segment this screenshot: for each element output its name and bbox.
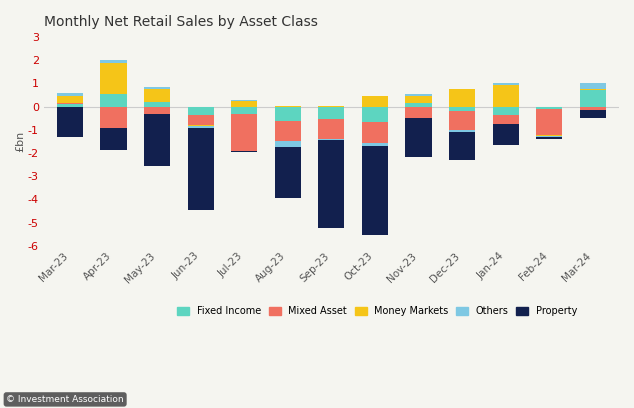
Bar: [449, 111, 476, 130]
Bar: [362, 143, 388, 146]
Bar: [144, 87, 170, 89]
Bar: [188, 106, 214, 115]
Bar: [318, 139, 344, 140]
Bar: [188, 125, 214, 126]
Bar: [406, 118, 432, 157]
Bar: [362, 106, 388, 122]
Y-axis label: £bn: £bn: [15, 131, 25, 152]
Bar: [536, 136, 562, 137]
Bar: [144, 114, 170, 166]
Bar: [406, 94, 432, 96]
Bar: [231, 100, 257, 101]
Bar: [579, 91, 606, 106]
Bar: [188, 126, 214, 128]
Bar: [57, 106, 83, 137]
Bar: [57, 104, 83, 106]
Bar: [579, 106, 606, 110]
Bar: [100, 60, 127, 62]
Bar: [275, 106, 301, 121]
Bar: [275, 121, 301, 142]
Bar: [493, 124, 519, 145]
Bar: [406, 106, 432, 118]
Bar: [449, 130, 476, 132]
Bar: [449, 89, 476, 106]
Bar: [536, 137, 562, 139]
Bar: [144, 89, 170, 102]
Bar: [318, 106, 344, 120]
Bar: [318, 120, 344, 139]
Bar: [275, 142, 301, 147]
Bar: [231, 151, 257, 152]
Bar: [231, 101, 257, 106]
Bar: [449, 106, 476, 111]
Bar: [493, 115, 519, 124]
Bar: [579, 89, 606, 91]
Bar: [493, 84, 519, 106]
Bar: [100, 106, 127, 128]
Bar: [536, 135, 562, 136]
Bar: [579, 84, 606, 89]
Text: © Investment Association: © Investment Association: [6, 395, 124, 404]
Bar: [100, 62, 127, 94]
Bar: [362, 122, 388, 143]
Bar: [493, 106, 519, 115]
Legend: Fixed Income, Mixed Asset, Money Markets, Others, Property: Fixed Income, Mixed Asset, Money Markets…: [174, 302, 581, 320]
Bar: [406, 103, 432, 106]
Bar: [57, 96, 83, 103]
Bar: [579, 110, 606, 118]
Bar: [57, 93, 83, 96]
Bar: [536, 109, 562, 135]
Bar: [318, 140, 344, 228]
Bar: [275, 147, 301, 198]
Bar: [144, 102, 170, 106]
Text: Monthly Net Retail Sales by Asset Class: Monthly Net Retail Sales by Asset Class: [44, 15, 318, 29]
Bar: [362, 96, 388, 106]
Bar: [362, 146, 388, 235]
Bar: [406, 96, 432, 103]
Bar: [100, 128, 127, 150]
Bar: [536, 106, 562, 109]
Bar: [449, 132, 476, 160]
Bar: [231, 106, 257, 114]
Bar: [144, 106, 170, 114]
Bar: [57, 103, 83, 104]
Bar: [100, 94, 127, 106]
Bar: [231, 114, 257, 151]
Bar: [188, 115, 214, 125]
Bar: [188, 128, 214, 210]
